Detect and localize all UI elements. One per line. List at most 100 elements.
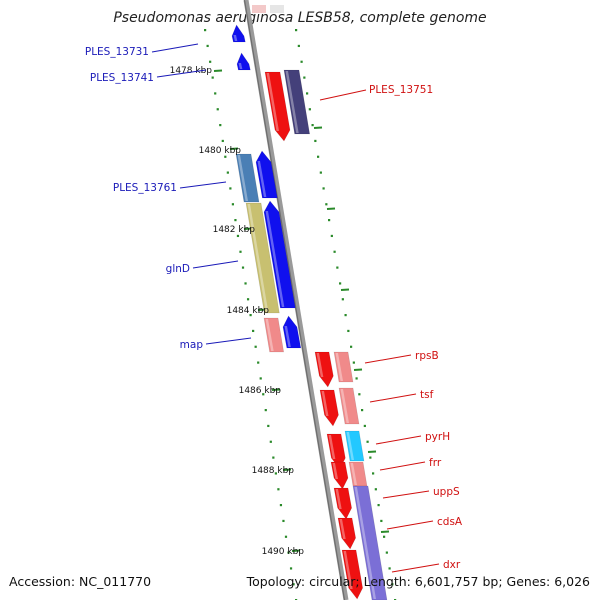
gene-leader-line — [156, 69, 207, 78]
tick-dot — [206, 44, 209, 48]
tick-dot — [211, 76, 214, 79]
gene-dxr-a — [341, 549, 363, 600]
gene-map-b-highlight — [284, 326, 291, 347]
tick-dot — [229, 187, 232, 190]
tick-dot — [259, 377, 262, 380]
tick-dot — [317, 155, 320, 158]
tick-dot — [377, 504, 380, 507]
tick-dot — [347, 329, 350, 333]
tick-dot — [336, 266, 339, 269]
gene-leader-line — [379, 461, 426, 471]
gene-label: PLES_13731 — [85, 46, 149, 58]
tick-dot — [369, 456, 372, 459]
gene-label: PLES_13751 — [369, 84, 433, 96]
tick-dot — [239, 250, 242, 253]
major-tick — [229, 147, 239, 150]
tick-dot — [279, 504, 283, 507]
tick-dot — [252, 329, 255, 333]
gene-leader-line — [192, 260, 239, 269]
tick-dot — [358, 393, 361, 396]
tick-dot — [209, 60, 212, 63]
gene-ples-13751-b — [283, 69, 311, 135]
tick-dot — [352, 361, 355, 364]
gene-glnd-a-highlight — [247, 204, 269, 312]
gene-label: uppS — [433, 486, 460, 498]
tick-dot — [262, 393, 265, 396]
tick-dot — [314, 139, 317, 143]
gene-label: PLES_13741 — [90, 72, 154, 84]
tick-dot — [274, 472, 277, 475]
topology-text: Topology: circular; Length: 6,601,757 bp… — [246, 574, 590, 589]
tick-dot — [344, 314, 347, 317]
backbone-edge — [243, 0, 346, 600]
tick-dot — [289, 567, 293, 570]
gene-ples-13731 — [231, 24, 246, 43]
tick-dot — [231, 203, 235, 206]
axis-label: 1484 kbp — [227, 306, 270, 316]
minor-tick — [380, 530, 390, 533]
gene-cdsa-a — [337, 517, 356, 550]
gene-label: frr — [429, 457, 442, 469]
gene-pyrh-a-highlight — [328, 435, 336, 459]
gene-leader-line — [375, 435, 422, 445]
gene-glnd-b — [263, 200, 296, 309]
tick-dot — [350, 345, 353, 348]
gene-map-a — [263, 317, 285, 353]
tick-dot — [272, 456, 275, 459]
gene-ples-13751-a-highlight — [266, 73, 279, 131]
tick-dot — [244, 282, 247, 285]
tick-dots-layer — [204, 29, 397, 600]
map-title: Pseudomonas aeruginosa LESB58, complete … — [113, 10, 487, 26]
tick-dot — [246, 298, 250, 301]
gene-leader-line — [386, 520, 434, 530]
labels-layer: 1478 kbp 1480 kbp 1482 kbp 1484 kbp 1486 kbp… — [85, 43, 463, 573]
gene-ples-13761-a-highlight — [237, 155, 248, 201]
gene-label: pyrH — [425, 431, 450, 443]
gene-ples-13731-highlight — [233, 35, 238, 41]
gene-ples-13751-a — [264, 71, 291, 142]
major-tick — [282, 468, 292, 471]
tick-dot — [277, 488, 280, 491]
gene-rpsb-b-highlight — [335, 353, 343, 381]
axis-label: 1482 kbp — [213, 225, 256, 235]
axis-label: 1488 kbp — [252, 466, 295, 476]
gene-pyrh-b — [344, 430, 365, 462]
accession-text: Accession: NC_011770 — [9, 574, 152, 589]
tick-dot — [363, 424, 366, 428]
gene-tsf-b-highlight — [340, 389, 349, 423]
gene-upps-a-highlight — [335, 489, 342, 509]
tick-dot — [287, 551, 290, 554]
gene-ples-13761-b-highlight — [257, 161, 267, 197]
tick-dot — [341, 298, 344, 301]
tick-dot — [214, 92, 217, 95]
tick-dot — [339, 282, 342, 285]
tick-dot — [226, 171, 229, 174]
gene-tsf-b — [338, 387, 360, 425]
tick-dot — [322, 187, 325, 190]
gene-label: rpsB — [415, 350, 439, 362]
tick-dot — [297, 44, 300, 48]
tick-dot — [306, 92, 309, 95]
gene-leader-line — [364, 354, 412, 364]
gene-cdsa-b — [352, 485, 388, 600]
tick-dot — [333, 250, 336, 253]
gene-pyrh-b-highlight — [346, 432, 354, 460]
axis-label: 1486 kbp — [239, 386, 282, 396]
tick-dot — [249, 314, 252, 317]
gene-glnd-b-highlight — [265, 211, 285, 307]
gene-ples-13761-b — [255, 150, 278, 199]
gene-label: cdsA — [437, 516, 463, 528]
gene-label: map — [180, 339, 204, 351]
tick-dot — [257, 361, 260, 364]
gene-ples-13761-a — [235, 153, 260, 203]
minor-tick — [367, 450, 377, 453]
tick-dot — [216, 108, 219, 111]
gene-frr-b-highlight — [350, 463, 357, 485]
tick-dot — [308, 108, 311, 111]
gene-label: glnD — [166, 263, 190, 275]
gene-cdsa-b-highlight — [354, 487, 376, 599]
tick-dot — [282, 519, 285, 523]
gene-leader-line — [205, 337, 252, 345]
tick-dot — [385, 551, 388, 554]
